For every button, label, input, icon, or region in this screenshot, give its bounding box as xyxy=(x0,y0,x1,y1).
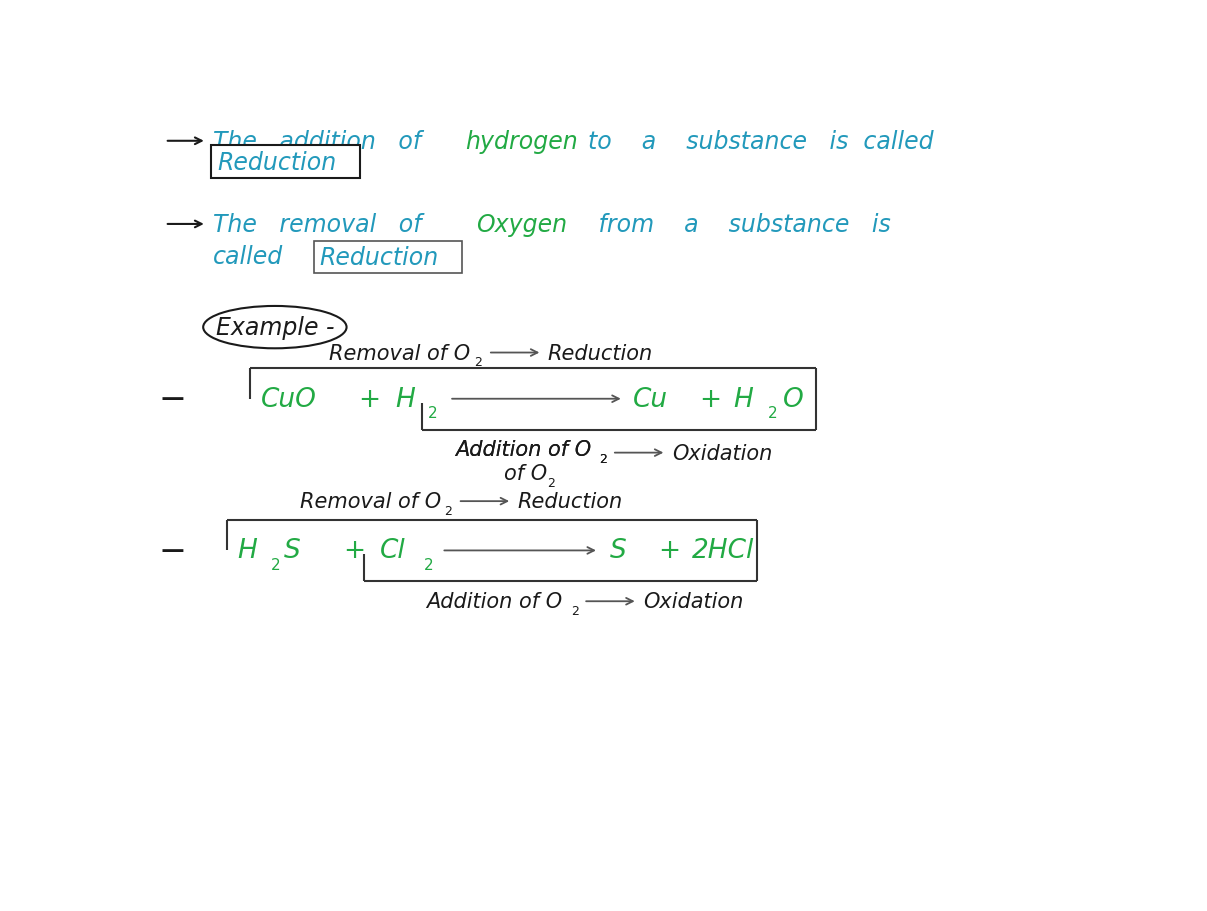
Text: Reduction: Reduction xyxy=(217,150,337,174)
Text: Addition of O: Addition of O xyxy=(455,439,590,459)
Text: Addition of O: Addition of O xyxy=(426,591,562,611)
Text: called: called xyxy=(212,245,284,269)
Text: from    a    substance   is: from a substance is xyxy=(576,212,891,237)
Text: hydrogen: hydrogen xyxy=(465,129,577,154)
Text: Addition of O: Addition of O xyxy=(455,439,590,459)
Text: +: + xyxy=(700,386,722,413)
Text: −: − xyxy=(158,383,187,415)
Text: 2: 2 xyxy=(428,405,438,421)
Text: 2: 2 xyxy=(600,453,607,466)
Text: Cu: Cu xyxy=(632,386,667,413)
Text: Reduction: Reduction xyxy=(320,246,439,270)
Text: H: H xyxy=(734,386,753,413)
Text: 2: 2 xyxy=(547,476,555,489)
Text: Example -: Example - xyxy=(216,316,334,340)
Text: The   addition   of: The addition of xyxy=(212,129,436,154)
Text: S: S xyxy=(610,537,626,564)
Text: H: H xyxy=(395,386,415,413)
Ellipse shape xyxy=(203,307,346,349)
Text: Reduction: Reduction xyxy=(548,343,653,363)
Text: Removal of O: Removal of O xyxy=(299,492,441,512)
FancyBboxPatch shape xyxy=(314,241,462,274)
Text: 2: 2 xyxy=(474,356,482,369)
Text: −: − xyxy=(158,535,187,568)
Text: 2: 2 xyxy=(571,604,579,618)
Text: 2: 2 xyxy=(768,405,777,421)
Text: Oxidation: Oxidation xyxy=(643,591,744,611)
Text: Reduction: Reduction xyxy=(518,492,623,512)
Text: 2HCl: 2HCl xyxy=(692,537,754,564)
Text: 2: 2 xyxy=(444,505,453,517)
Text: 2: 2 xyxy=(600,452,607,465)
Text: 2: 2 xyxy=(424,558,433,572)
Text: of O: of O xyxy=(503,464,547,484)
Text: CuO: CuO xyxy=(261,386,316,413)
Text: Oxygen: Oxygen xyxy=(477,212,567,237)
Text: S: S xyxy=(284,537,301,564)
Text: 2: 2 xyxy=(272,558,280,572)
Text: Oxidation: Oxidation xyxy=(671,443,772,463)
Text: The   removal   of: The removal of xyxy=(212,212,444,237)
Text: +: + xyxy=(343,537,366,564)
Text: Cl: Cl xyxy=(379,537,406,564)
Text: H: H xyxy=(238,537,257,564)
Text: to    a    substance   is  called: to a substance is called xyxy=(573,129,934,154)
Text: O: O xyxy=(782,386,803,413)
Text: +: + xyxy=(659,537,681,564)
FancyBboxPatch shape xyxy=(211,147,360,179)
Text: +: + xyxy=(358,386,380,413)
Text: Removal of O: Removal of O xyxy=(330,343,471,363)
